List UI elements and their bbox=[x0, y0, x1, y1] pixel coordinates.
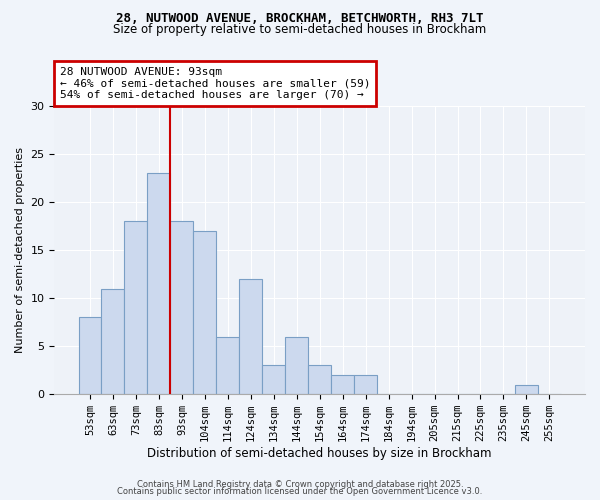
Text: 28, NUTWOOD AVENUE, BROCKHAM, BETCHWORTH, RH3 7LT: 28, NUTWOOD AVENUE, BROCKHAM, BETCHWORTH… bbox=[116, 12, 484, 26]
Bar bbox=[170, 221, 193, 394]
Bar bbox=[331, 375, 354, 394]
Bar bbox=[308, 366, 331, 394]
Bar bbox=[79, 318, 101, 394]
Bar bbox=[285, 336, 308, 394]
Text: 28 NUTWOOD AVENUE: 93sqm
← 46% of semi-detached houses are smaller (59)
54% of s: 28 NUTWOOD AVENUE: 93sqm ← 46% of semi-d… bbox=[60, 67, 370, 100]
Bar bbox=[239, 279, 262, 394]
Bar bbox=[515, 384, 538, 394]
Y-axis label: Number of semi-detached properties: Number of semi-detached properties bbox=[15, 147, 25, 353]
Bar bbox=[101, 288, 124, 394]
X-axis label: Distribution of semi-detached houses by size in Brockham: Distribution of semi-detached houses by … bbox=[148, 447, 492, 460]
Bar bbox=[124, 221, 148, 394]
Bar bbox=[262, 366, 285, 394]
Bar bbox=[193, 231, 217, 394]
Bar bbox=[217, 336, 239, 394]
Text: Contains HM Land Registry data © Crown copyright and database right 2025.: Contains HM Land Registry data © Crown c… bbox=[137, 480, 463, 489]
Text: Contains public sector information licensed under the Open Government Licence v3: Contains public sector information licen… bbox=[118, 487, 482, 496]
Bar bbox=[148, 173, 170, 394]
Bar bbox=[354, 375, 377, 394]
Text: Size of property relative to semi-detached houses in Brockham: Size of property relative to semi-detach… bbox=[113, 22, 487, 36]
